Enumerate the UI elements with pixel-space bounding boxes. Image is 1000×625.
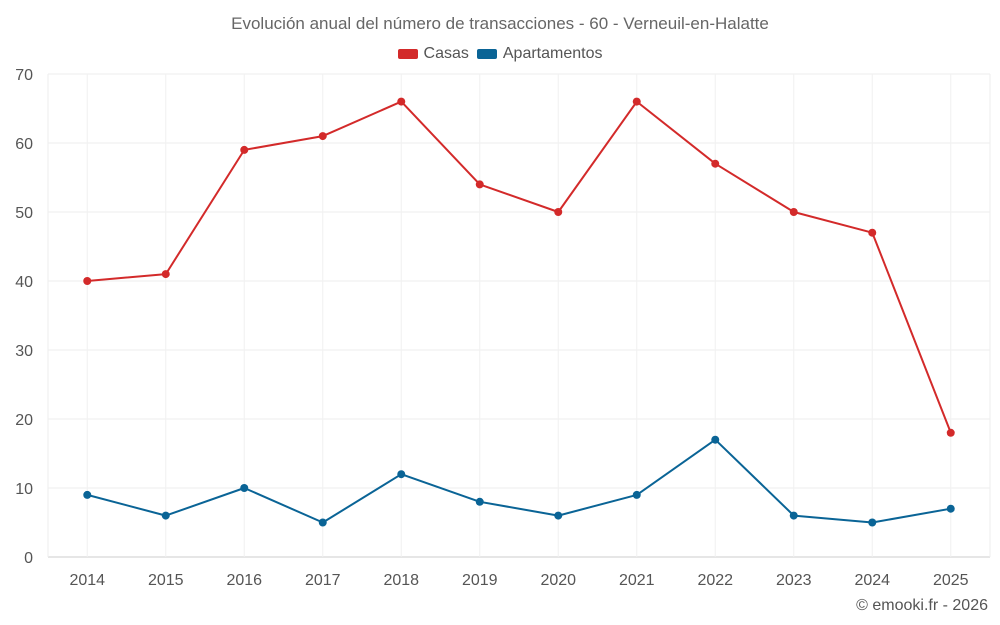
data-point-casas: [554, 208, 563, 216]
legend-item-apartamentos[interactable]: Apartamentos: [476, 45, 603, 63]
data-point-apartamentos: [475, 497, 484, 506]
data-point-apartamentos: [554, 511, 563, 520]
legend-swatch-casas: [397, 49, 418, 59]
chart-title: Evolución anual del número de transaccio…: [231, 14, 769, 33]
legend-swatch-apartamentos: [476, 49, 497, 59]
y-tick-label: 0: [24, 550, 33, 567]
data-point-apartamentos: [711, 435, 720, 444]
x-tick-label: 2015: [148, 572, 184, 589]
x-tick-label: 2025: [933, 572, 969, 589]
data-point-casas: [161, 270, 170, 279]
credit-text: © emooki.fr - 2026: [856, 597, 988, 614]
data-point-casas: [83, 277, 92, 285]
series-line-casas: [87, 100, 952, 434]
data-point-casas: [632, 97, 641, 106]
data-point-apartamentos: [632, 490, 641, 499]
legend-label-apartamentos: Apartamentos: [502, 45, 603, 62]
data-point-casas: [397, 97, 406, 106]
x-tick-label: 2019: [462, 572, 498, 589]
legend-label-casas: Casas: [423, 45, 469, 62]
x-tick-label: 2017: [305, 572, 341, 589]
legend: Casas Apartamentos: [0, 45, 1000, 63]
data-point-apartamentos: [397, 470, 406, 479]
x-tick-label: 2022: [697, 572, 733, 589]
x-tick-label: 2016: [226, 572, 262, 589]
data-point-casas: [475, 180, 484, 189]
x-tick-label: 2023: [776, 572, 812, 589]
data-point-apartamentos: [868, 518, 877, 527]
y-tick-label: 30: [15, 343, 33, 360]
data-point-casas: [240, 145, 249, 154]
y-tick-label: 20: [15, 412, 33, 429]
y-tick-label: 50: [15, 205, 33, 222]
x-tick-label: 2018: [383, 572, 419, 589]
y-tick-label: 40: [15, 274, 33, 291]
data-point-casas: [946, 428, 955, 437]
series-line-apartamentos: [87, 438, 951, 524]
x-tick-label: 2020: [540, 572, 576, 589]
data-point-casas: [789, 208, 798, 216]
x-tick-label: 2021: [619, 572, 655, 589]
data-point-apartamentos: [789, 511, 798, 520]
data-point-casas: [868, 228, 877, 237]
data-point-casas: [711, 159, 720, 168]
data-point-apartamentos: [318, 518, 327, 527]
y-tick-label: 10: [15, 481, 33, 498]
y-tick-label: 70: [15, 67, 33, 84]
y-tick-label: 60: [15, 136, 33, 153]
legend-item-casas[interactable]: Casas: [397, 45, 469, 63]
x-tick-label: 2024: [854, 572, 890, 589]
data-point-apartamentos: [83, 490, 92, 499]
data-point-apartamentos: [946, 504, 955, 513]
data-point-casas: [318, 132, 327, 141]
data-point-apartamentos: [161, 511, 170, 520]
x-tick-label: 2014: [69, 572, 105, 589]
data-point-apartamentos: [240, 484, 249, 492]
